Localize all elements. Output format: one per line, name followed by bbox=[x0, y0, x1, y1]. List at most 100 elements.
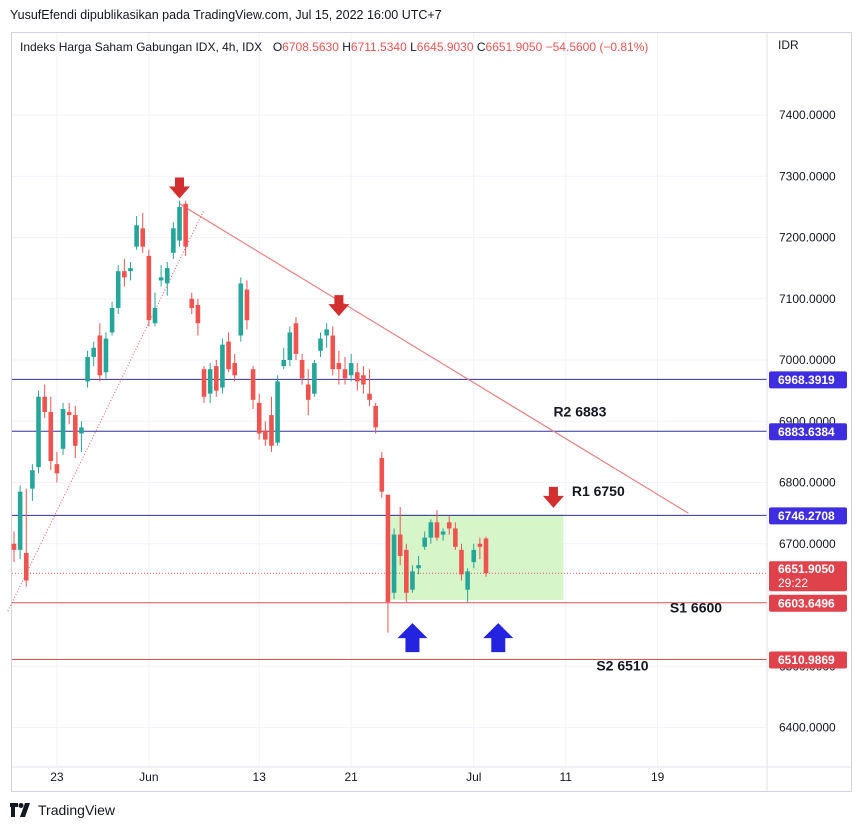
candle-body bbox=[391, 534, 397, 593]
symbol-name: Indeks Harga Saham Gabungan IDX, 4h, IDX bbox=[20, 40, 263, 54]
candle-body bbox=[312, 363, 317, 394]
candle-body bbox=[275, 381, 280, 443]
uptrend-line bbox=[7, 209, 205, 612]
up-arrow-icon bbox=[397, 623, 428, 653]
candle-body bbox=[152, 307, 158, 324]
candle-body bbox=[201, 369, 207, 397]
candle-body bbox=[60, 409, 66, 449]
candle-body bbox=[17, 491, 23, 550]
candle-body bbox=[446, 522, 452, 529]
x-tick-label: 13 bbox=[253, 770, 267, 784]
candle-body bbox=[11, 543, 17, 550]
candle-body bbox=[379, 458, 385, 492]
candle-body bbox=[342, 369, 348, 379]
candle-body bbox=[410, 571, 415, 590]
candle-body bbox=[361, 375, 366, 385]
candle-body bbox=[220, 344, 225, 388]
candle-body bbox=[85, 356, 90, 382]
candle-body bbox=[73, 415, 78, 446]
candle-body bbox=[287, 332, 293, 360]
candle-body bbox=[367, 393, 372, 400]
x-tick-label: 21 bbox=[344, 770, 358, 784]
price-tag bbox=[769, 507, 847, 525]
close-value: 6651.9050 bbox=[485, 40, 543, 54]
level-annotation: R1 6750 bbox=[572, 483, 625, 499]
time-axis: 23 Jun 13 21 Jul 11 19 bbox=[12, 766, 851, 784]
candle-body bbox=[195, 304, 201, 324]
candle-body bbox=[483, 538, 489, 574]
candle-body bbox=[164, 268, 170, 284]
tradingview-footer[interactable]: TradingView bbox=[10, 802, 115, 818]
consolidation-box bbox=[390, 514, 564, 601]
candle-body bbox=[465, 571, 470, 590]
candle-body bbox=[177, 206, 182, 241]
candle-body bbox=[91, 347, 96, 357]
candle-body bbox=[293, 323, 299, 354]
candle-body bbox=[324, 329, 329, 336]
candle-body bbox=[256, 402, 262, 434]
candle-body bbox=[477, 543, 483, 547]
x-tick-label: 19 bbox=[651, 770, 665, 784]
candles bbox=[11, 200, 489, 633]
y-tick-label: 7100.0000 bbox=[779, 292, 836, 306]
candle-body bbox=[171, 228, 176, 253]
candle-body bbox=[158, 277, 164, 281]
bar-countdown: 29:22 bbox=[778, 576, 808, 590]
candle-body bbox=[385, 494, 391, 602]
candle-body bbox=[66, 412, 72, 416]
brand-name: TradingView bbox=[38, 802, 116, 818]
candle-body bbox=[146, 255, 152, 321]
down-arrow-icon bbox=[328, 295, 350, 317]
candle-body bbox=[269, 415, 274, 446]
y-tick-label: 7400.0000 bbox=[779, 108, 836, 122]
annotation-arrows bbox=[169, 177, 564, 653]
candle-body bbox=[103, 338, 109, 373]
price-axis: 7400.0000 7300.0000 7200.0000 7100.0000 7000… bbox=[766, 33, 836, 791]
currency-label[interactable]: IDR bbox=[778, 38, 799, 52]
candle-body bbox=[207, 369, 213, 394]
last-price-label: 6651.9050 bbox=[778, 562, 835, 576]
open-label: O bbox=[272, 40, 283, 54]
candle-body bbox=[354, 372, 360, 382]
chart-frame[interactable] bbox=[11, 32, 852, 792]
horizontal-levels bbox=[12, 378, 767, 661]
candle-body bbox=[404, 549, 409, 593]
candle-body bbox=[115, 271, 121, 308]
down-arrow-icon bbox=[542, 486, 564, 508]
x-tick-label: Jul bbox=[466, 770, 481, 784]
price-tag bbox=[769, 651, 847, 669]
candle-body bbox=[336, 363, 342, 370]
candle-body bbox=[299, 360, 305, 379]
price-tags: 6968.3919 6883.6384 6746.2708 6603.6496 6510… bbox=[769, 371, 847, 669]
candle-body bbox=[250, 369, 256, 400]
candle-body bbox=[459, 549, 464, 575]
down-arrow-icon bbox=[169, 177, 191, 199]
trend-lines bbox=[7, 203, 689, 612]
candle-body bbox=[330, 335, 336, 370]
y-tick-label: 7300.0000 bbox=[779, 169, 836, 183]
candle-body bbox=[348, 363, 354, 376]
y-tick-label: 7000.0000 bbox=[779, 353, 836, 367]
candle-body bbox=[128, 268, 133, 272]
candle-body bbox=[97, 335, 103, 376]
candle-body bbox=[54, 464, 60, 474]
level-annotation: S1 6600 bbox=[670, 599, 722, 615]
candle-body bbox=[30, 470, 35, 489]
publisher-caption: YusufEfendi dipublikasikan pada TradingV… bbox=[10, 8, 442, 22]
candle-body bbox=[122, 271, 127, 278]
x-tick-label: 23 bbox=[50, 770, 64, 784]
candle-body bbox=[471, 549, 477, 563]
high-value: 6711.5340 bbox=[350, 40, 407, 54]
candle-body bbox=[281, 360, 287, 367]
candle-body bbox=[42, 396, 47, 413]
candle-body bbox=[232, 363, 237, 376]
candle-body bbox=[373, 405, 378, 428]
low-label: L bbox=[410, 40, 417, 54]
candle-body bbox=[244, 289, 250, 321]
range-box bbox=[390, 514, 564, 601]
x-tick-label: Jun bbox=[139, 770, 158, 784]
price-tag bbox=[769, 423, 847, 441]
price-tag-label: 6746.2708 bbox=[778, 509, 835, 523]
grid-lines bbox=[12, 33, 767, 767]
